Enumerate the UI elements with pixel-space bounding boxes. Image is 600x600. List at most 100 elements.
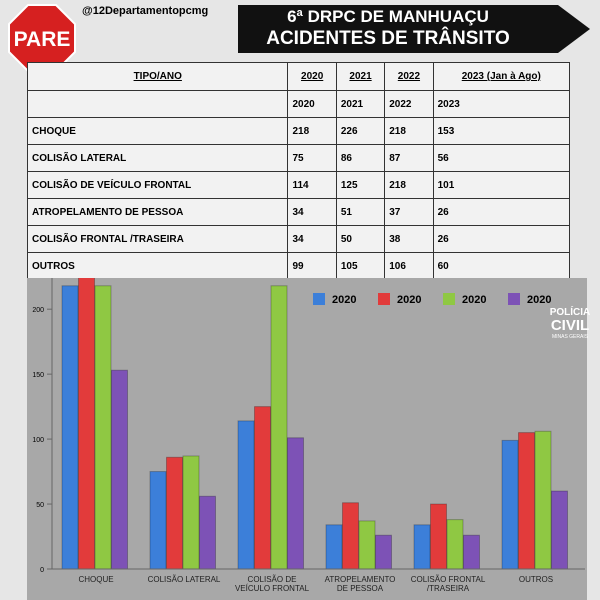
bar xyxy=(358,520,376,570)
sign-text: PARE xyxy=(14,28,71,51)
header-cell: 2022 xyxy=(384,62,434,91)
bar xyxy=(375,534,392,570)
bar xyxy=(463,534,480,570)
y-tick-label: 200 xyxy=(32,307,44,314)
y-tick-label: 50 xyxy=(36,502,44,509)
cell: 218 xyxy=(384,117,434,145)
cell: 99 xyxy=(287,252,337,280)
row: CHOQUE 218 226 218 153 xyxy=(26,117,571,145)
x-tick-label: COLISÃO LATERAL xyxy=(147,575,221,584)
legend-swatch xyxy=(508,293,520,305)
cell: 105 xyxy=(335,252,386,280)
bar xyxy=(78,278,95,570)
cell: COLISÃO DE VEÍCULO FRONTAL xyxy=(26,171,289,199)
header-cell: 2021 xyxy=(335,62,386,91)
cell: 226 xyxy=(335,117,386,145)
logo: POLÍCIA xyxy=(550,305,591,318)
subheader-row: 2020 2021 2022 2023 xyxy=(26,90,571,118)
bar xyxy=(501,439,519,570)
cell: 153 xyxy=(432,117,571,145)
bar xyxy=(254,406,271,570)
cell: 125 xyxy=(335,171,386,199)
cell: 51 xyxy=(335,198,386,226)
bar xyxy=(61,285,79,570)
y-tick-label: 0 xyxy=(40,567,44,574)
cell: 114 xyxy=(287,171,337,199)
bar xyxy=(325,524,343,570)
title-line: ACIDENTES DE TRÂNSITO xyxy=(266,27,510,49)
cell: 2021 xyxy=(335,90,386,118)
cell: CHOQUE xyxy=(26,117,289,145)
bar xyxy=(342,502,359,570)
cell: 75 xyxy=(287,144,337,172)
legend-label: 2020 xyxy=(332,294,356,306)
cell: 2022 xyxy=(384,90,434,118)
header-cell: 2023 (Jan à Ago) xyxy=(432,62,571,91)
row: OUTROS 99 105 106 60 xyxy=(26,252,571,280)
cell: 26 xyxy=(432,225,571,253)
legend-label: 2020 xyxy=(397,294,421,306)
cell: 101 xyxy=(432,171,571,199)
row: ATROPELAMENTO DE PESSOA 34 51 37 26 xyxy=(26,198,571,226)
cell: 218 xyxy=(287,117,337,145)
cell: 37 xyxy=(384,198,434,226)
title-line: 6ª DRPC DE MANHUAÇU xyxy=(287,7,489,26)
cell xyxy=(26,90,289,118)
bar xyxy=(551,490,568,570)
header-cell: TIPO/ANO xyxy=(26,62,289,91)
cell: 38 xyxy=(384,225,434,253)
bar xyxy=(111,369,128,570)
cell: 218 xyxy=(384,171,434,199)
row: COLISÃO FRONTAL /TRASEIRA 34 50 38 26 xyxy=(26,225,571,253)
bar xyxy=(182,455,200,570)
bar xyxy=(270,285,288,570)
x-tick-label: ATROPELAMENTO DE PESSOA xyxy=(324,575,396,593)
y-tick-label: 150 xyxy=(32,372,44,379)
legend-swatch xyxy=(378,293,390,305)
bar xyxy=(534,430,552,570)
logo: CIVIL xyxy=(551,317,589,334)
cell: 86 xyxy=(335,144,386,172)
bar xyxy=(94,285,112,570)
cell: 60 xyxy=(432,252,571,280)
handle: @12Departamentopcmg xyxy=(82,5,209,17)
cell: 56 xyxy=(432,144,571,172)
cell: 34 xyxy=(287,198,337,226)
cell: 2020 xyxy=(287,90,337,118)
bar xyxy=(166,456,183,570)
cell: 2023 xyxy=(432,90,571,118)
cell: ATROPELAMENTO DE PESSOA xyxy=(26,198,289,226)
bar xyxy=(518,432,535,570)
bar xyxy=(413,524,431,570)
row: COLISÃO DE VEÍCULO FRONTAL 114 125 218 101 xyxy=(26,171,571,199)
bar xyxy=(446,519,464,570)
bar xyxy=(199,495,216,570)
cell: OUTROS xyxy=(26,252,289,280)
legend-label: 2020 xyxy=(527,294,551,306)
header-row: TIPO/ANO 2020 2021 2022 2023 (Jan à Ago) xyxy=(26,62,571,91)
cell: 50 xyxy=(335,225,386,253)
data-table: TIPO/ANO 2020 2021 2022 2023 (Jan à Ago) 2020… xyxy=(26,62,571,280)
row: COLISÃO LATERAL 75 86 87 56 xyxy=(26,144,571,172)
header-cell: 2020 xyxy=(287,62,337,91)
legend-label: 2020 xyxy=(462,294,486,306)
banner: 6ª DRPC DE MANHUAÇU ACIDENTES DE TRÂNSIT… xyxy=(238,5,590,53)
cell: 26 xyxy=(432,198,571,226)
logo: MINAS GERAIS xyxy=(552,334,589,340)
bar xyxy=(149,471,167,570)
bar xyxy=(287,437,304,570)
x-tick-label: COLISÃO DE VEÍCULO FRONTAL xyxy=(234,575,310,593)
legend-swatch xyxy=(443,293,455,305)
chart: POLÍCIA CIVIL MINAS GERAIS 0 50 100 150 200 2… xyxy=(27,278,591,600)
cell: COLISÃO FRONTAL /TRASEIRA xyxy=(26,225,289,253)
cell: 87 xyxy=(384,144,434,172)
cell: 106 xyxy=(384,252,434,280)
x-tick-label: OUTROS xyxy=(518,575,554,584)
x-tick-label: CHOQUE xyxy=(78,575,114,584)
bar xyxy=(430,503,447,570)
bar xyxy=(237,420,255,570)
legend-swatch xyxy=(313,293,325,305)
x-tick-label: COLISÃO FRONTAL /TRASEIRA xyxy=(410,575,486,593)
y-tick-label: 100 xyxy=(32,437,44,444)
